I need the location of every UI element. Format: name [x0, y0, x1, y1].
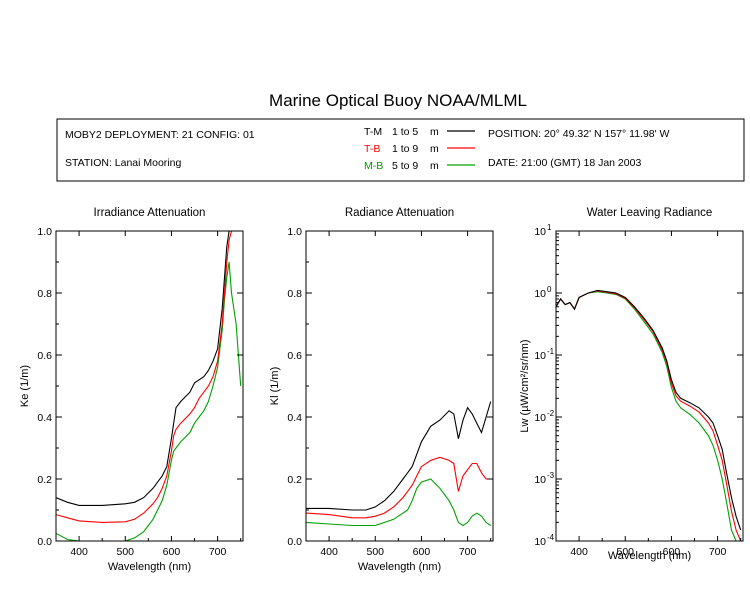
- panel-title: Radiance Attenuation: [345, 207, 454, 219]
- legend-unit: m: [430, 160, 439, 172]
- x-tick-label: 400: [570, 546, 588, 558]
- legend-label-t-b: T-B: [364, 143, 380, 155]
- series-line-m-b: [306, 478, 492, 527]
- y-tick-exponent: -2: [547, 409, 555, 418]
- x-tick-label: 500: [366, 546, 384, 558]
- y-tick-exponent: -4: [547, 533, 555, 542]
- y-tick-exponent: 0: [547, 285, 552, 294]
- x-tick-label: 700: [459, 546, 477, 558]
- y-tick-label: 0.2: [287, 474, 302, 486]
- y-tick-label: 1.0: [287, 226, 302, 238]
- y-tick-label: 10: [534, 288, 546, 300]
- legend-unit: m: [430, 143, 439, 155]
- chart-panels: Irradiance Attenuation 400 500 600 700 Wavele…: [19, 207, 744, 573]
- plot-frame: [555, 230, 744, 542]
- x-axis-label: Wavelength (nm): [358, 561, 441, 573]
- y-tick-label: 10: [534, 350, 546, 362]
- x-tick-label: 400: [320, 546, 338, 558]
- y-tick-label: 0.6: [37, 350, 52, 362]
- series-line-t-m: [56, 231, 241, 506]
- panel-title: Water Leaving Radiance: [587, 207, 713, 219]
- legend-range: 5 to 9: [392, 160, 418, 172]
- chart-panel-1: Irradiance Attenuation 400 500 600 700 Wavele…: [19, 207, 244, 573]
- legend-range: 1 to 5: [392, 126, 418, 138]
- info-box: MOBY2 DEPLOYMENT: 21 CONFIG: 01 STATION:…: [56, 118, 745, 182]
- series-line-t-b: [306, 456, 491, 519]
- legend-label-t-m: T-M: [364, 126, 382, 138]
- series-group: [56, 231, 242, 541]
- plot-frame: [305, 230, 494, 542]
- x-tick-label: 400: [70, 546, 88, 558]
- y-tick-exponent: -1: [547, 347, 555, 356]
- series-group: [556, 289, 742, 541]
- y-tick-label: 0.4: [37, 412, 52, 424]
- y-tick-label: 0.2: [37, 474, 52, 486]
- chart-panel-3: Water Leaving Radiance 400 500 600 700 Wavele…: [519, 207, 744, 562]
- x-axis-label: Wavelength (nm): [608, 550, 691, 562]
- x-axis-label: Wavelength (nm): [108, 561, 191, 573]
- x-tick-label: 600: [163, 546, 181, 558]
- x-tick-label: 500: [616, 546, 634, 558]
- y-tick-label: 0.4: [287, 412, 302, 424]
- y-tick-label: 0.0: [287, 536, 302, 548]
- series-line-m-b: [56, 261, 242, 541]
- position-text: POSITION: 20° 49.32' N 157° 11.98' W: [488, 128, 670, 140]
- y-tick-label: 0.6: [287, 350, 302, 362]
- main-title: Marine Optical Buoy NOAA/MLML: [269, 91, 527, 110]
- series-line-t-m: [556, 289, 742, 531]
- y-tick-label: 0.8: [37, 288, 52, 300]
- x-tick-label: 700: [209, 546, 227, 558]
- y-tick-label: 10: [534, 536, 546, 548]
- y-tick-label: 1.0: [37, 226, 52, 238]
- legend-unit: m: [430, 126, 439, 138]
- y-axis-label: Kl (1/m): [269, 367, 281, 406]
- series-line-t-m: [306, 401, 492, 511]
- y-tick-exponent: 1: [547, 223, 552, 232]
- x-tick-label: 600: [413, 546, 431, 558]
- y-axis-label: Ke (1/m): [19, 365, 31, 407]
- date-text: DATE: 21:00 (GMT) 18 Jan 2003: [488, 157, 641, 169]
- x-tick-label: 500: [116, 546, 134, 558]
- y-tick-label: 10: [534, 412, 546, 424]
- y-tick-label: 10: [534, 226, 546, 238]
- plot-frame: [55, 230, 244, 542]
- info-box-frame: [56, 118, 745, 182]
- y-tick-label: 0.0: [37, 536, 52, 548]
- series-group: [306, 401, 492, 527]
- legend-label-m-b: M-B: [364, 160, 383, 172]
- panel-title: Irradiance Attenuation: [94, 207, 206, 219]
- y-tick-label: 10: [534, 474, 546, 486]
- station-text: STATION: Lanai Mooring: [65, 157, 181, 169]
- y-axis-label: Lw (µW/cm²/sr/nm): [519, 339, 531, 432]
- legend-range: 1 to 9: [392, 143, 418, 155]
- y-tick-exponent: -3: [547, 471, 555, 480]
- legend: T-M 1 to 5 m T-B 1 to 9 m M-B 5 to 9 m: [364, 126, 475, 172]
- x-tick-label: 600: [663, 546, 681, 558]
- series-line-t-b: [56, 231, 241, 523]
- deployment-text: MOBY2 DEPLOYMENT: 21 CONFIG: 01: [65, 129, 255, 141]
- series-line-m-b: [556, 291, 741, 541]
- y-tick-label: 0.8: [287, 288, 302, 300]
- chart-panel-2: Radiance Attenuation 400 500 600 700 Waveleng…: [269, 207, 494, 573]
- x-tick-label: 700: [709, 546, 727, 558]
